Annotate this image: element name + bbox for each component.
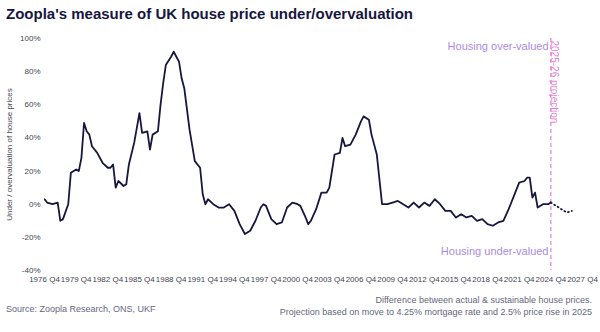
html-text:Difference between actual & su: Difference between actual & sustainable … xyxy=(375,295,592,305)
svg-text:2018 Q4: 2018 Q4 xyxy=(472,275,503,284)
svg-text:-20%: -20% xyxy=(22,233,41,242)
svg-text:1979 Q4: 1979 Q4 xyxy=(61,275,92,284)
svg-text:Housing under-valued: Housing under-valued xyxy=(441,245,549,257)
svg-text:2000 Q4: 2000 Q4 xyxy=(282,275,313,284)
svg-text:2025-26 projection: 2025-26 projection xyxy=(549,41,560,124)
svg-text:1991 Q4: 1991 Q4 xyxy=(187,275,218,284)
svg-text:2021 Q4: 2021 Q4 xyxy=(504,275,535,284)
svg-text:2024 Q4: 2024 Q4 xyxy=(536,275,567,284)
svg-text:-40%: -40% xyxy=(22,266,41,275)
svg-text:1982 Q4: 1982 Q4 xyxy=(92,275,123,284)
svg-text:100%: 100% xyxy=(20,34,40,43)
svg-text:80%: 80% xyxy=(24,67,40,76)
svg-text:1976 Q4: 1976 Q4 xyxy=(29,275,60,284)
svg-text:40%: 40% xyxy=(24,133,40,142)
svg-text:1994 Q4: 1994 Q4 xyxy=(219,275,250,284)
svg-text:Housing over-valued: Housing over-valued xyxy=(448,40,549,52)
svg-text:2027 Q4: 2027 Q4 xyxy=(567,275,598,284)
html-text:Projection based on move to 4.: Projection based on move to 4.25% mortga… xyxy=(279,307,592,317)
svg-text:Under / overvaluation of house: Under / overvaluation of house prices xyxy=(5,88,14,221)
html-text:Source: Zoopla Research, ONS,: Source: Zoopla Research, ONS, UKF xyxy=(6,304,156,314)
svg-text:60%: 60% xyxy=(24,100,40,109)
html-text:Zoopla's measure of UK house p: Zoopla's measure of UK house price under… xyxy=(6,5,413,22)
svg-text:2003 Q4: 2003 Q4 xyxy=(314,275,345,284)
svg-text:2006 Q4: 2006 Q4 xyxy=(346,275,377,284)
svg-text:1988 Q4: 1988 Q4 xyxy=(156,275,187,284)
svg-text:2009 Q4: 2009 Q4 xyxy=(377,275,408,284)
svg-text:1997 Q4: 1997 Q4 xyxy=(251,275,282,284)
svg-text:20%: 20% xyxy=(24,167,40,176)
svg-text:0%: 0% xyxy=(29,200,41,209)
svg-text:1985 Q4: 1985 Q4 xyxy=(124,275,155,284)
svg-text:2015 Q4: 2015 Q4 xyxy=(441,275,472,284)
svg-text:2012 Q4: 2012 Q4 xyxy=(409,275,440,284)
